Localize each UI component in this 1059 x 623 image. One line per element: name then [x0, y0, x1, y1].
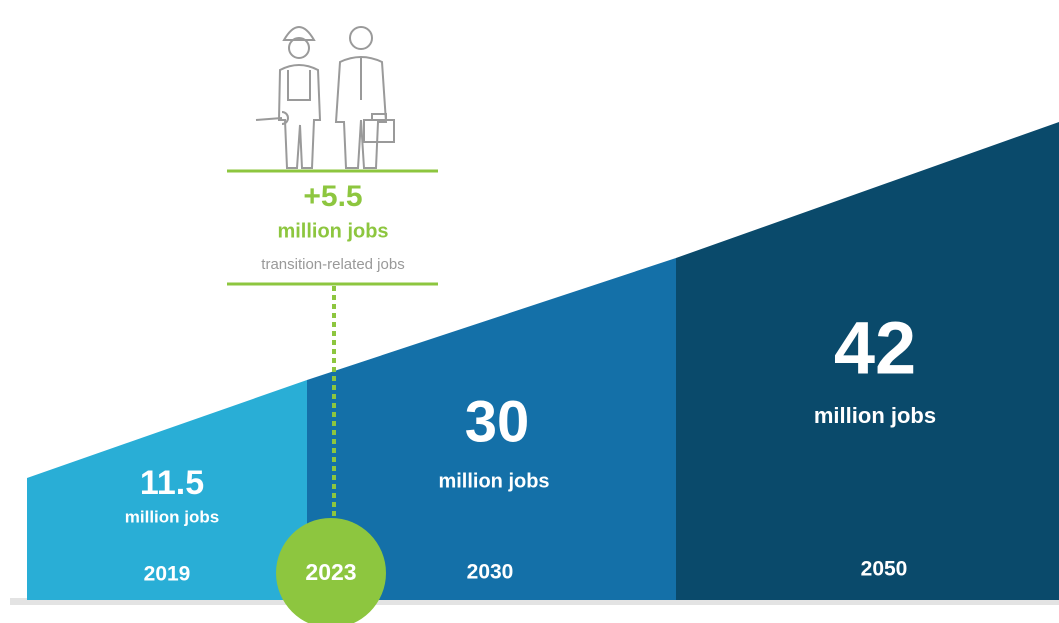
segment-2030	[307, 258, 676, 600]
stage-year: 2050	[861, 558, 908, 581]
callout-unit: million jobs	[277, 220, 388, 242]
stage-value: 30	[465, 389, 530, 454]
stage-unit: million jobs	[814, 403, 936, 428]
stage-year: 2030	[467, 561, 514, 584]
marker-circle	[276, 518, 386, 623]
baseline	[10, 598, 1059, 605]
workers-icon	[255, 26, 395, 169]
stage-unit: million jobs	[125, 507, 219, 526]
stage-unit: million jobs	[438, 470, 549, 492]
stage-value: 11.5	[140, 464, 204, 502]
callout-value: +5.5	[303, 180, 362, 213]
stage-year: 2019	[144, 563, 191, 586]
segment-2050	[676, 122, 1059, 600]
callout-note: transition-related jobs	[261, 256, 404, 273]
marker-year: 2023	[305, 559, 356, 585]
stage-value: 42	[834, 307, 916, 390]
segment-2019	[27, 380, 307, 600]
